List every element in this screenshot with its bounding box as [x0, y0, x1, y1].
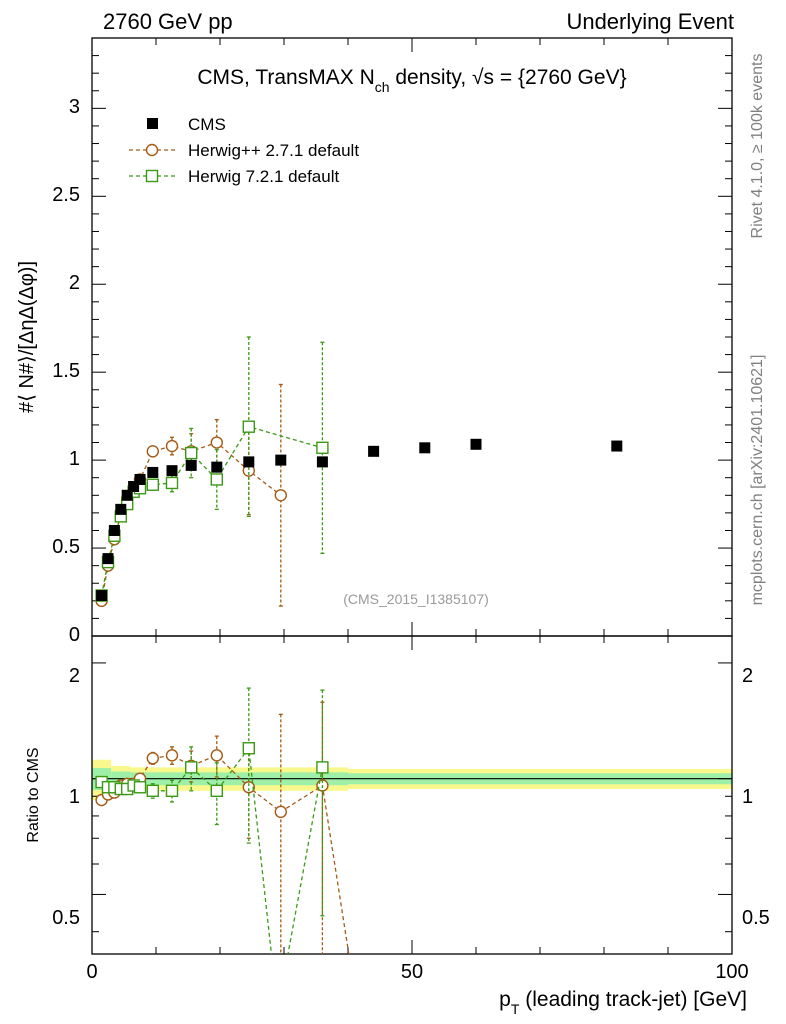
ratio-tick-labels-left: 0.5 1 2: [52, 665, 80, 929]
ratio-tick-1: 1: [69, 786, 80, 808]
header-right: Underlying Event: [566, 9, 734, 34]
cms-point: [96, 590, 108, 602]
ratio-herwig7-point: [210, 784, 224, 798]
herwig7-line: [100, 425, 323, 596]
herwigpp-point: [210, 436, 224, 449]
y-tick-0.5: 0.5: [52, 536, 80, 558]
herwig7-point: [165, 476, 179, 490]
ratio-tick-2: 2: [69, 665, 80, 687]
legend-cms-marker: [147, 118, 158, 129]
herwigpp-point: [146, 445, 160, 458]
cms-point: [108, 524, 120, 536]
ratio-herwig7-point: [165, 784, 179, 798]
header-left: 2760 GeV pp: [103, 9, 233, 34]
ratio-axis-label: Ratio to CMS: [25, 747, 42, 842]
cms-point: [243, 456, 255, 468]
ratio-herwig7-point: [133, 781, 147, 794]
y-tick-1: 1: [69, 448, 80, 470]
ratio-tick-right-0.5: 0.5: [742, 907, 770, 929]
cms-point: [419, 442, 431, 454]
herwigpp-point: [165, 439, 179, 453]
legend-herwigpp-label: Herwig++ 2.7.1 default: [188, 141, 359, 160]
y-tick-2.5: 2.5: [52, 184, 80, 206]
y-tick-2: 2: [69, 272, 80, 294]
y-tick-3: 3: [69, 96, 80, 118]
cms-point: [316, 456, 328, 468]
x-axis-label: pT (leading track-jet) [GeV]: [499, 988, 747, 1017]
ratio-herwigpp-line: [101, 754, 350, 954]
legend: CMS Herwig++ 2.7.1 default Herwig 7.2.1 …: [129, 115, 359, 186]
ratio-herwig7-point: [184, 761, 198, 774]
legend-herwig7-marker: [145, 169, 159, 183]
cms-point: [134, 473, 146, 485]
ratio-plot-data: [95, 687, 363, 1016]
ratio-herwig7-point: [316, 761, 329, 774]
mcplots-label: mcplots.cern.ch [arXiv:2401.10621]: [749, 355, 766, 606]
cms-point: [166, 465, 178, 477]
ratio-herwig7-point: [146, 784, 160, 798]
ratio-herwig7-point: [272, 1005, 283, 1016]
ratio-herwig7-point: [242, 742, 256, 755]
cms-point: [185, 459, 197, 471]
cms-point: [147, 466, 159, 478]
y-tick-labels: 0 0.5 1 1.5 2 2.5 3: [52, 96, 80, 646]
x-tick-labels: 0 50 100: [86, 961, 748, 983]
ratio-plot-frame: [91, 635, 733, 955]
ratio-uncertainty-band: [92, 759, 732, 801]
ratio-herwigpp-point: [242, 781, 256, 794]
herwig7-point: [316, 441, 329, 455]
ratio-tick-labels-right: 0.5 1 2: [742, 665, 770, 929]
x-tick-0: 0: [86, 961, 97, 983]
ratio-herwigpp-point: [146, 752, 160, 765]
ratio-herwigpp-point: [352, 1005, 363, 1016]
herwig7-point: [242, 420, 256, 433]
cms-point: [470, 438, 482, 450]
cms-point: [102, 553, 114, 565]
y-axis-label: #⟨ N#⟩/[ΔηΔ(Δφ)]: [16, 261, 38, 413]
herwig7-point: [210, 473, 224, 486]
ratio-tick-0.5: 0.5: [52, 907, 80, 929]
rivet-version-label: Rivet 4.1.0, ≥ 100k events: [749, 54, 766, 239]
legend-herwig7-label: Herwig 7.2.1 default: [188, 167, 339, 186]
herwigpp-point: [274, 489, 287, 502]
legend-herwigpp-marker: [145, 143, 159, 157]
analysis-watermark: (CMS_2015_I1385107): [343, 591, 489, 607]
ratio-herwigpp-point: [210, 749, 224, 762]
cms-point: [211, 461, 223, 473]
ratio-tick-right-2: 2: [742, 665, 753, 687]
chart-title: CMS, TransMAX Nch density, √s = {2760 Ge…: [197, 66, 626, 95]
cms-point: [275, 454, 287, 466]
ratio-tick-right-1: 1: [742, 786, 753, 808]
y-tick-1.5: 1.5: [52, 360, 80, 382]
legend-cms-label: CMS: [188, 115, 226, 134]
ratio-herwigpp-point: [165, 749, 179, 762]
cms-point: [611, 440, 623, 452]
cms-point: [128, 481, 140, 492]
ratio-herwigpp-point: [274, 805, 287, 819]
x-tick-100: 100: [715, 961, 748, 983]
cms-point: [368, 445, 380, 457]
cms-point: [115, 503, 127, 515]
y-tick-0: 0: [69, 624, 80, 646]
herwig7-point: [146, 478, 160, 491]
x-tick-50: 50: [401, 961, 423, 983]
herwig7-point: [184, 446, 198, 460]
cms-point: [121, 489, 133, 501]
main-plot-data: [95, 336, 623, 608]
